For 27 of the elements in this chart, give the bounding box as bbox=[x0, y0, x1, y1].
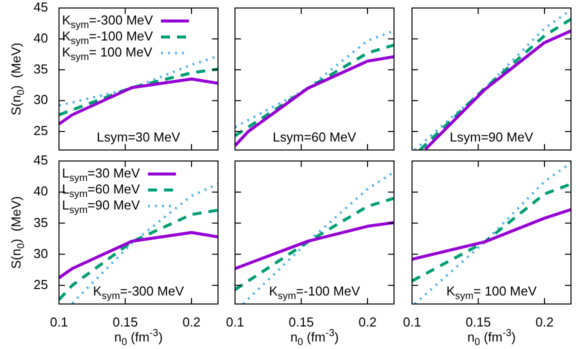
annotation: Lsym=30 MeV bbox=[96, 130, 181, 145]
x-tick-label: 0.1 bbox=[402, 314, 422, 330]
y-tick-label: 30 bbox=[34, 92, 48, 108]
y-axis-title: S(n0) (MeV) bbox=[8, 196, 27, 269]
x-tick-label: 0.15 bbox=[288, 314, 314, 330]
x-tick-label: 0.15 bbox=[112, 314, 138, 330]
y-tick-label: 25 bbox=[34, 123, 48, 138]
y-tick-label: 25 bbox=[34, 276, 48, 292]
line-series bbox=[59, 208, 218, 302]
annotation: Lsym=60 MeV bbox=[272, 130, 357, 145]
line-series bbox=[59, 68, 218, 116]
x-tick-label: 0.2 bbox=[358, 314, 377, 330]
y-tick-label: 35 bbox=[34, 61, 48, 76]
y-tick-label: 30 bbox=[34, 246, 48, 261]
y-tick-label: 35 bbox=[34, 214, 48, 230]
y-tick-label: 45 bbox=[34, 152, 48, 168]
x-tick-label: 0.2 bbox=[182, 314, 201, 330]
y-tick-label: 40 bbox=[34, 184, 48, 199]
line-series bbox=[71, 182, 218, 304]
x-tick-label: 0.1 bbox=[226, 314, 244, 330]
x-tick-label: 0.15 bbox=[466, 314, 491, 330]
y-tick-label: 40 bbox=[34, 30, 48, 46]
y-axis-title: S(n0) (MeV) bbox=[8, 42, 27, 116]
x-tick-label: 0.1 bbox=[50, 314, 68, 330]
x-tick-label: 0.2 bbox=[535, 314, 554, 330]
annotation: Lsym=90 MeV bbox=[450, 130, 534, 145]
y-tick-label: 45 bbox=[34, 0, 48, 15]
